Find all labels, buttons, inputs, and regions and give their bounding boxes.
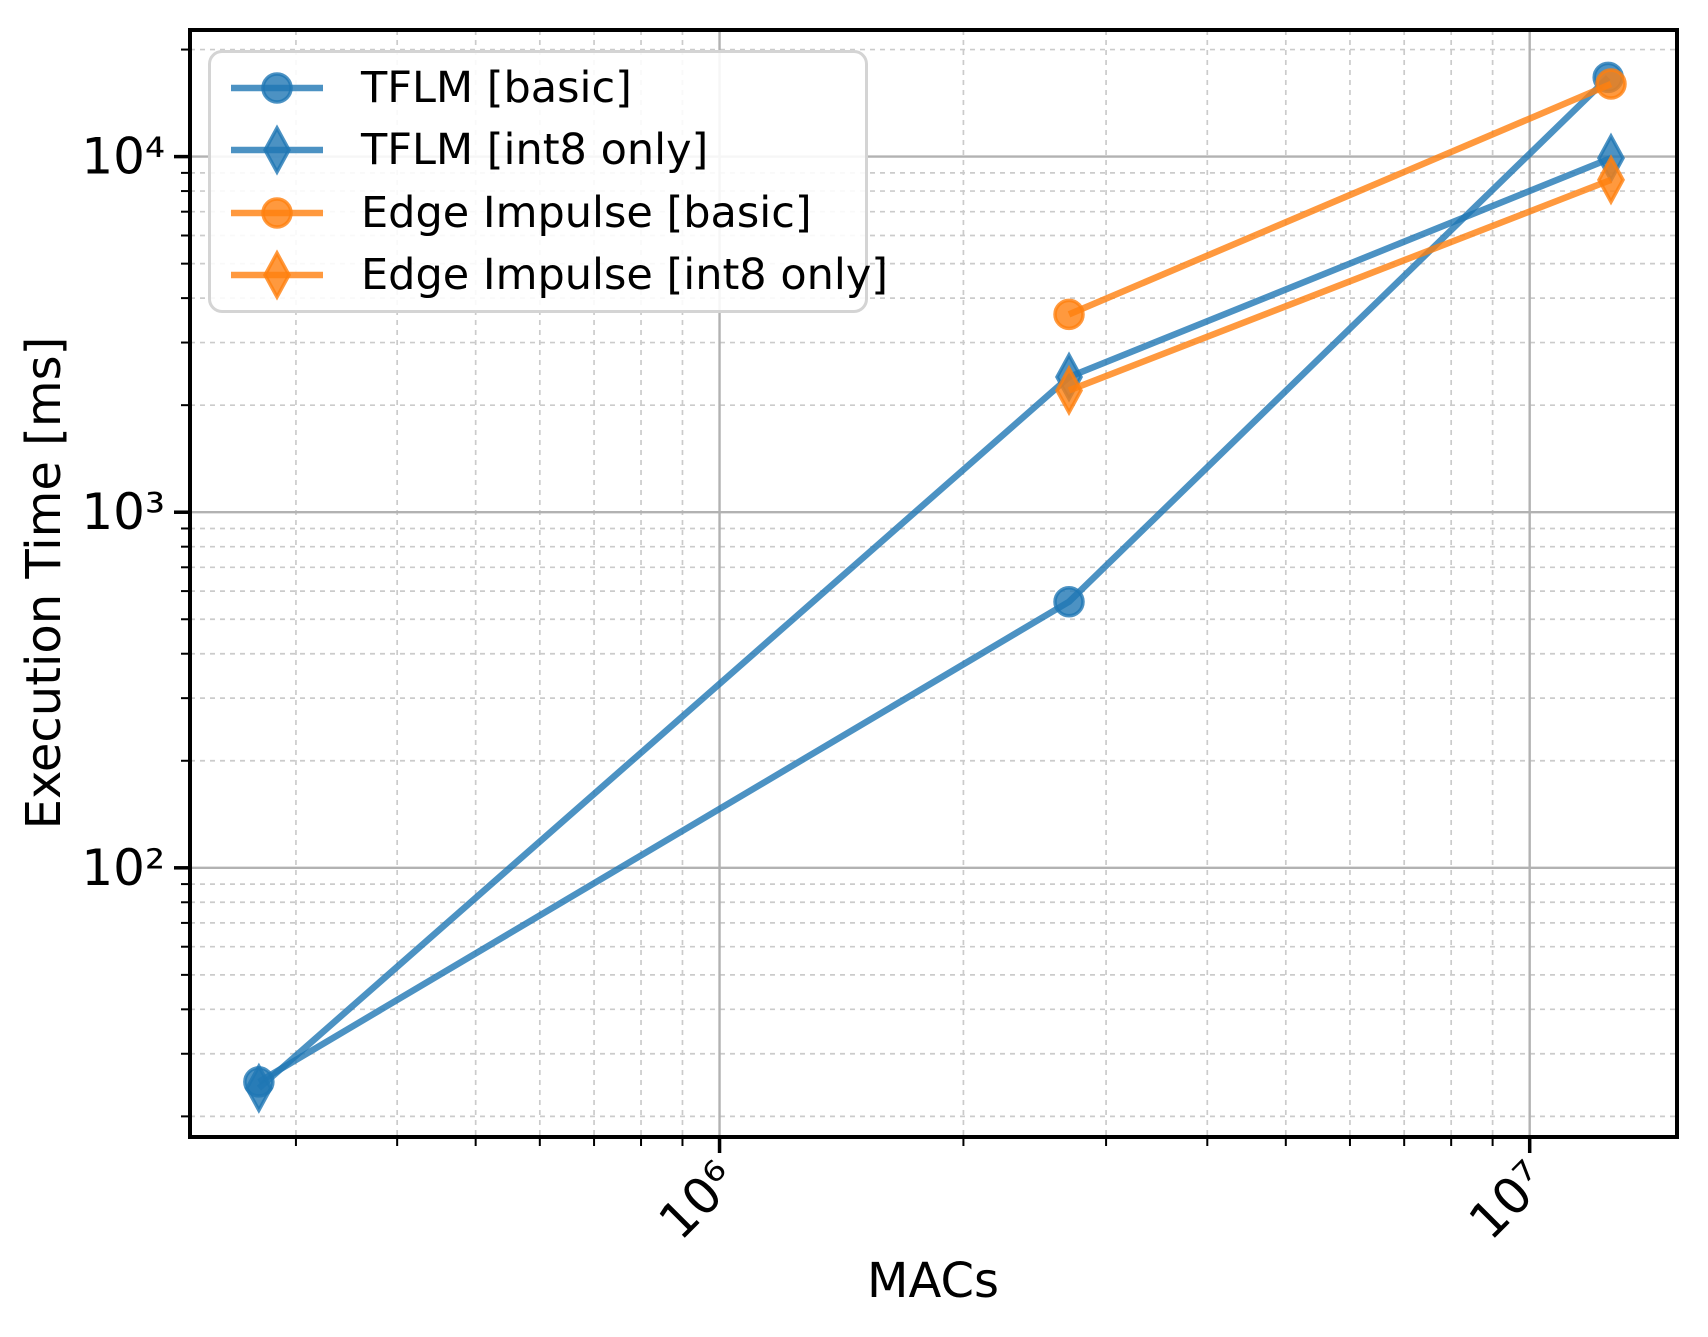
y-axis-label: Execution Time [ms] [16, 336, 72, 830]
series-3 [1055, 154, 1625, 417]
legend-item: Edge Impulse [int8 only] [227, 244, 888, 306]
legend-item: Edge Impulse [basic] [227, 182, 855, 244]
data-point-diamond-marker-icon [244, 1062, 273, 1114]
series-line [1067, 176, 1613, 394]
legend-circle-marker-icon [261, 72, 293, 104]
legend-item-label: TFLM [basic] [361, 63, 632, 114]
data-point-diamond-marker-icon [1055, 364, 1084, 417]
legend-item-label: Edge Impulse [int8 only] [361, 249, 889, 300]
legend-sample [231, 124, 323, 177]
x-tick-label: 10⁷ [1458, 1150, 1558, 1250]
data-point-circle-marker-icon [1053, 298, 1085, 331]
y-tick-label: 10² [81, 839, 165, 897]
legend-item-label: Edge Impulse [basic] [361, 187, 812, 238]
legend-sample [231, 72, 323, 104]
series-line [1067, 81, 1613, 318]
legend: TFLM [basic] TFLM [int8 only] Edge Impulse… [208, 50, 888, 313]
legend-diamond-marker-icon [263, 249, 291, 301]
series-2 [1053, 68, 1627, 331]
data-point-diamond-marker-icon [1597, 154, 1625, 206]
legend-circle-marker-icon [261, 196, 293, 229]
legend-item: TFLM [basic] [227, 57, 855, 119]
x-axis-label: MACs [867, 1253, 999, 1309]
legend-item: TFLM [int8 only] [227, 119, 855, 181]
data-point-circle-marker-icon [1595, 68, 1627, 100]
legend-sample [231, 196, 323, 229]
x-tick-label: 10⁶ [648, 1150, 748, 1250]
legend-sample [231, 249, 323, 301]
axes-frame [188, 28, 1679, 1139]
data-point-circle-marker-icon [1053, 586, 1085, 618]
y-tick-label: 10⁴ [81, 128, 165, 186]
y-tick-label: 10³ [81, 483, 165, 541]
legend-item-label: TFLM [int8 only] [361, 125, 709, 176]
legend-diamond-marker-icon [263, 124, 291, 177]
